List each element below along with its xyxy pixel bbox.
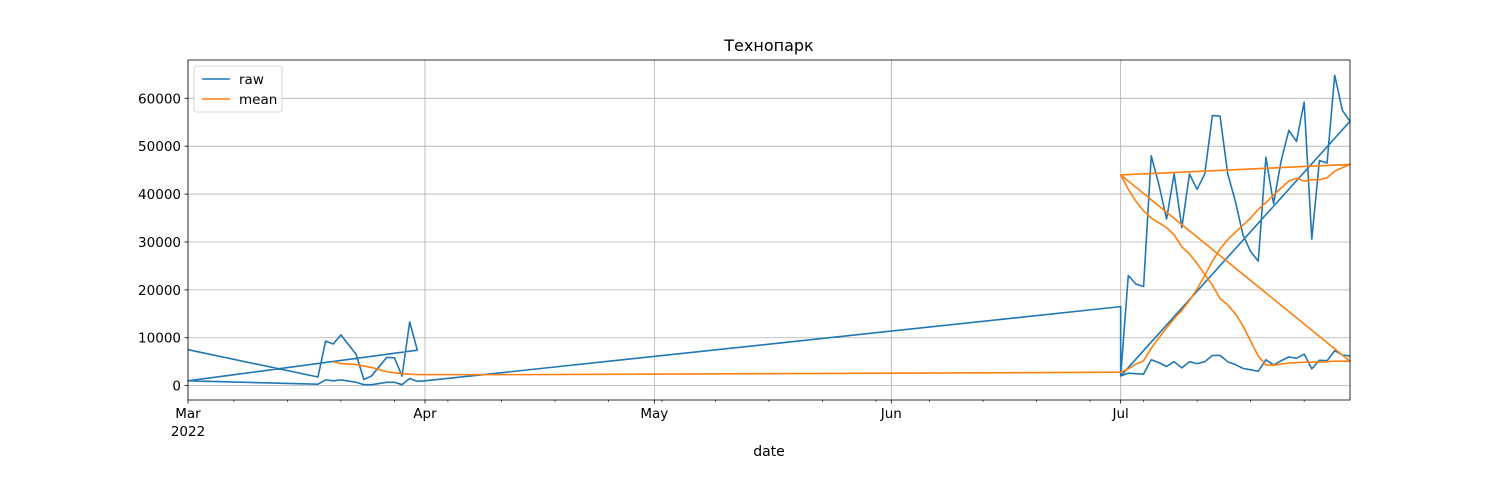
legend-label-mean: mean [239,92,277,108]
series-layer [187,74,1351,386]
series-line-raw [187,74,1351,386]
series-line-mean [333,163,1351,376]
x-tick-label: Apr [413,406,437,422]
x-tick-label: Jul [1112,406,1129,422]
y-tick-label: 60000 [138,91,181,107]
legend-box [193,65,283,113]
x-tick-label: May [640,406,668,422]
y-tick-label: 30000 [138,235,181,251]
y-tick-label: 10000 [138,331,181,347]
x-tick-label: Mar [175,406,201,422]
y-tick-label: 20000 [138,283,181,299]
y-tick-label: 40000 [138,187,181,203]
y-tick-label: 0 [172,379,181,395]
x-tick-label: Jun [880,406,902,422]
x-tick-sublabel: 2022 [171,424,205,440]
x-axis-label: date [753,444,785,460]
legend-label-raw: raw [239,72,264,88]
ticks: 0 10000 20000 30000 40000 50000 60000 Mar 2022 Ap… [138,91,1305,440]
y-tick-label: 50000 [138,139,181,155]
chart-title: Технопарк [723,36,814,55]
legend: raw mean [193,65,283,113]
